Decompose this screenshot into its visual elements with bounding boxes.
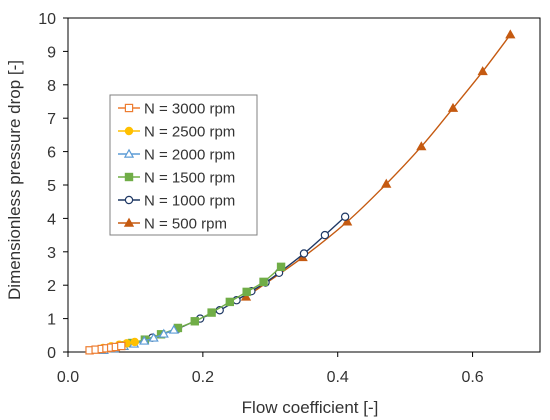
legend-marker [124, 103, 134, 113]
legend: N = 3000 rpm N = 2500 rpm N = 2000 rpm N = … [109, 94, 258, 236]
data-point [299, 249, 309, 258]
legend-entry: N = 2000 rpm [118, 147, 235, 164]
series-n-500-rpm [240, 29, 516, 301]
x-tick-label: 0.6 [461, 369, 483, 386]
y-tick-label: 1 [47, 312, 56, 329]
legend-marker [123, 217, 135, 227]
data-point [207, 308, 216, 317]
legend-entry: N = 1500 rpm [118, 170, 235, 187]
legend-label: N = 2000 rpm [144, 147, 235, 164]
data-point [477, 66, 488, 76]
data-point [259, 277, 268, 287]
y-tick-label: 3 [47, 245, 56, 262]
axes-layer: 0.0 0.2 0.4 0.6 0 1 2 3 4 5 6 7 8 9 10 [38, 11, 541, 386]
data-point [340, 212, 350, 221]
data-point [139, 335, 150, 345]
y-axis-label: Dimensionless pressure drop [-] [5, 60, 24, 300]
y-tick-label: 5 [47, 178, 56, 195]
data-point [276, 262, 286, 272]
legend-label: N = 2500 rpm [144, 124, 235, 141]
series-n-1500-rpm [117, 262, 286, 350]
y-tick-label: 9 [47, 44, 56, 61]
legend-box [109, 94, 258, 236]
data-point [168, 324, 179, 334]
data-point [342, 216, 353, 226]
data-point [190, 317, 199, 326]
legend-label: N = 3000 rpm [144, 101, 235, 118]
legend-label: N = 1000 rpm [144, 193, 235, 210]
legend-marker [124, 172, 134, 182]
data-point [130, 337, 139, 347]
legend-entry: N = 500 rpm [118, 216, 227, 233]
data-point [447, 102, 459, 112]
legend-entry: N = 2500 rpm [118, 124, 235, 141]
data-point [158, 328, 169, 338]
y-tick-label: 8 [47, 78, 56, 95]
legend-entry: N = 1000 rpm [118, 193, 235, 210]
data-point [148, 332, 159, 342]
y-tick-label: 0 [47, 345, 56, 362]
x-tick-label: 0.0 [57, 369, 79, 386]
series-line [245, 34, 511, 298]
legend-marker [123, 148, 135, 158]
y-tick-label: 7 [47, 111, 56, 128]
series-n-3000-rpm [85, 341, 126, 355]
legend-marker [124, 195, 134, 205]
y-tick-label: 4 [47, 211, 56, 228]
legend-marker [124, 126, 134, 136]
data-point [242, 287, 251, 297]
series-layer [85, 29, 516, 355]
data-point [320, 230, 330, 240]
x-tick-label: 0.4 [327, 369, 349, 386]
legend-entry: N = 3000 rpm [118, 101, 235, 118]
y-tick-label: 2 [47, 278, 56, 295]
x-tick-label: 0.2 [192, 369, 214, 386]
data-point [117, 341, 126, 351]
legend-label: N = 500 rpm [144, 216, 227, 233]
data-point [381, 178, 392, 188]
data-point [225, 297, 235, 307]
x-axis-label: Flow coefficient [-] [242, 398, 379, 417]
y-tick-label: 10 [38, 11, 56, 28]
y-tick-label: 6 [47, 145, 56, 162]
legend-label: N = 1500 rpm [144, 170, 235, 187]
data-point [416, 141, 427, 151]
series-line [121, 266, 282, 347]
data-point [505, 29, 516, 39]
